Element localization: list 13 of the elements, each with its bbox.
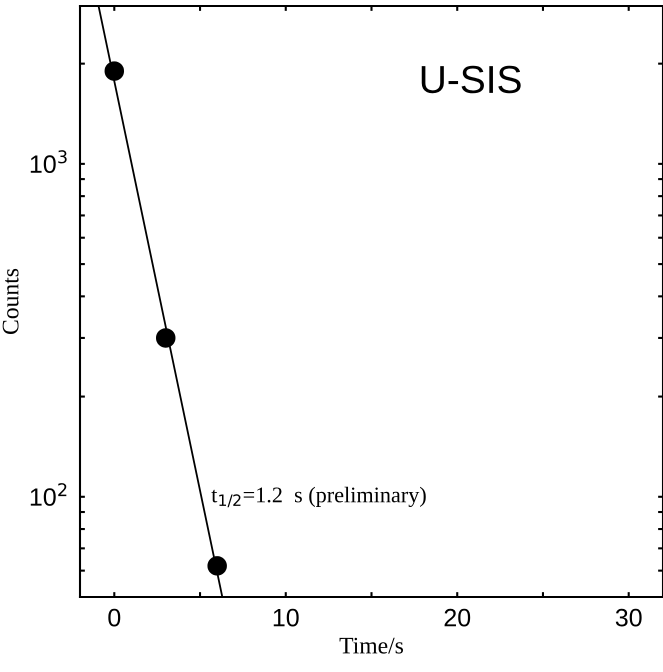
x-tick-label: 30 [616, 608, 642, 626]
point [104, 61, 124, 81]
x-tick-label: 0 [108, 608, 120, 626]
x-axis-title: Time/s [340, 638, 404, 654]
point [207, 556, 227, 576]
point [156, 328, 176, 348]
y-tick-label: 10$^{3}$ [30, 150, 67, 173]
x-tick-label: 10 [274, 608, 299, 626]
y-tick-label: 10$^{2}$ [30, 483, 66, 506]
annotation: U-SIS [422, 66, 521, 94]
annotation: t$_{1/2}$=1.2 s (preliminary) [211, 486, 426, 508]
y-axis-title: Counts [2, 268, 19, 334]
x-tick-label: 20 [444, 608, 470, 626]
